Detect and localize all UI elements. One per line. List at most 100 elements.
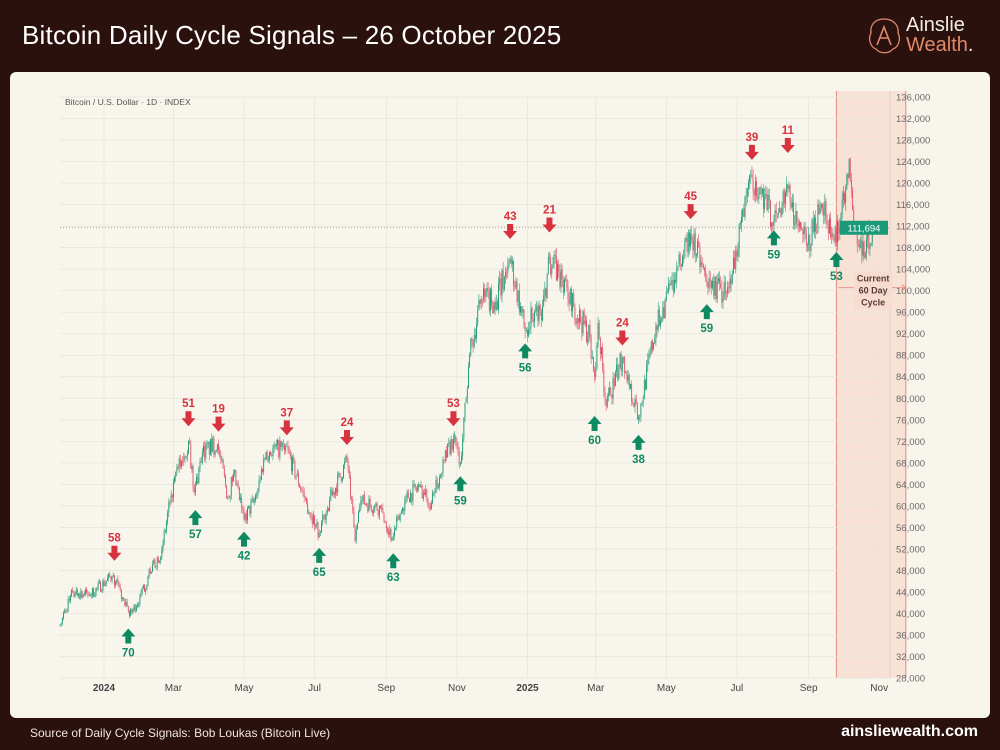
candle-body xyxy=(573,292,575,307)
candle-body xyxy=(375,503,377,506)
candle-body xyxy=(498,283,499,310)
candle-body xyxy=(421,485,423,499)
candle-body xyxy=(840,213,842,227)
high-signal-arrow-icon xyxy=(503,224,518,240)
candle-body xyxy=(473,334,475,347)
candle-body xyxy=(495,301,497,310)
candle-body xyxy=(458,452,460,465)
candle-body xyxy=(474,334,476,339)
candle-body xyxy=(452,438,454,450)
candle-body xyxy=(388,531,390,535)
candle-body xyxy=(471,338,473,341)
candle-body xyxy=(605,399,607,407)
candle-body xyxy=(334,488,336,495)
y-tick-label: 40,000 xyxy=(896,609,925,620)
candle-body xyxy=(503,276,505,290)
candle-body xyxy=(448,442,450,444)
candle-body xyxy=(536,306,538,312)
candle-body xyxy=(289,452,291,457)
candle-body xyxy=(646,365,648,390)
candle-body xyxy=(669,283,671,286)
candle-body xyxy=(549,256,550,259)
candle-body xyxy=(583,311,585,324)
candle-body xyxy=(479,299,481,304)
candle-body xyxy=(629,384,631,389)
y-tick-label: 96,000 xyxy=(896,308,925,319)
candle-body xyxy=(230,476,232,496)
candle-body xyxy=(533,312,535,322)
candle-body xyxy=(537,306,539,321)
candle-body xyxy=(193,488,195,493)
website-link[interactable]: ainsliewealth.com xyxy=(841,723,978,740)
candle-body xyxy=(203,445,204,453)
candle-body xyxy=(789,185,791,203)
candle-body xyxy=(834,228,836,242)
candle-body xyxy=(98,581,100,584)
candle-body xyxy=(670,282,672,286)
candle-body xyxy=(728,286,730,289)
candle-body xyxy=(461,456,462,463)
candle-body xyxy=(478,299,480,311)
candle-body xyxy=(94,595,96,597)
candle-body xyxy=(290,456,292,472)
candle-body xyxy=(719,278,720,284)
candle-body xyxy=(292,456,294,472)
candle-body xyxy=(489,288,491,311)
candle-body xyxy=(485,290,487,297)
candle-body xyxy=(833,237,835,242)
candle-body xyxy=(68,598,70,601)
candle-body xyxy=(129,611,130,617)
x-tick-label: Mar xyxy=(587,683,605,694)
candle-body xyxy=(107,578,108,581)
candle-body xyxy=(642,399,644,404)
candle-body xyxy=(683,256,685,258)
candle-body xyxy=(61,617,63,624)
candle-body xyxy=(418,484,420,488)
candle-body xyxy=(491,288,493,306)
candle-body xyxy=(576,318,578,324)
candle-body xyxy=(494,302,496,310)
candle-body xyxy=(262,468,263,472)
candle-body xyxy=(365,503,366,505)
candle-body xyxy=(751,174,753,178)
candle-body xyxy=(383,513,385,522)
candle-body xyxy=(838,221,840,234)
y-tick-label: 120,000 xyxy=(896,179,930,190)
candle-body xyxy=(322,515,324,523)
candle-body xyxy=(731,273,733,284)
candle-body xyxy=(689,232,690,247)
candle-body xyxy=(306,497,307,504)
candle-body xyxy=(156,557,158,567)
low-signal-label: 60 xyxy=(588,435,601,447)
candle-body xyxy=(734,257,736,269)
candle-body xyxy=(841,199,843,214)
candle-body xyxy=(564,279,565,293)
candle-body xyxy=(866,239,867,253)
candle-body xyxy=(839,226,841,234)
candle-body xyxy=(347,460,349,471)
candle-body xyxy=(626,371,628,381)
candle-body xyxy=(819,207,821,214)
candle-body xyxy=(574,306,576,321)
candle-body xyxy=(250,501,252,514)
candle-body xyxy=(323,514,325,516)
candle-body xyxy=(465,397,467,403)
candle-body xyxy=(624,357,626,374)
candle-body xyxy=(662,307,664,319)
candle-body xyxy=(369,498,371,506)
candle-body xyxy=(706,275,708,283)
x-tick-label: Nov xyxy=(448,683,466,694)
candle-body xyxy=(63,612,64,618)
candle-body xyxy=(410,492,412,503)
candle-body xyxy=(172,482,174,498)
candle-body xyxy=(776,213,778,214)
candle-body xyxy=(492,305,494,314)
candle-body xyxy=(723,281,725,299)
candle-body xyxy=(368,498,370,512)
candle-body xyxy=(647,359,649,366)
candle-body xyxy=(599,338,601,355)
candle-body xyxy=(405,497,407,501)
candle-body xyxy=(766,194,768,210)
candle-body xyxy=(579,309,580,323)
